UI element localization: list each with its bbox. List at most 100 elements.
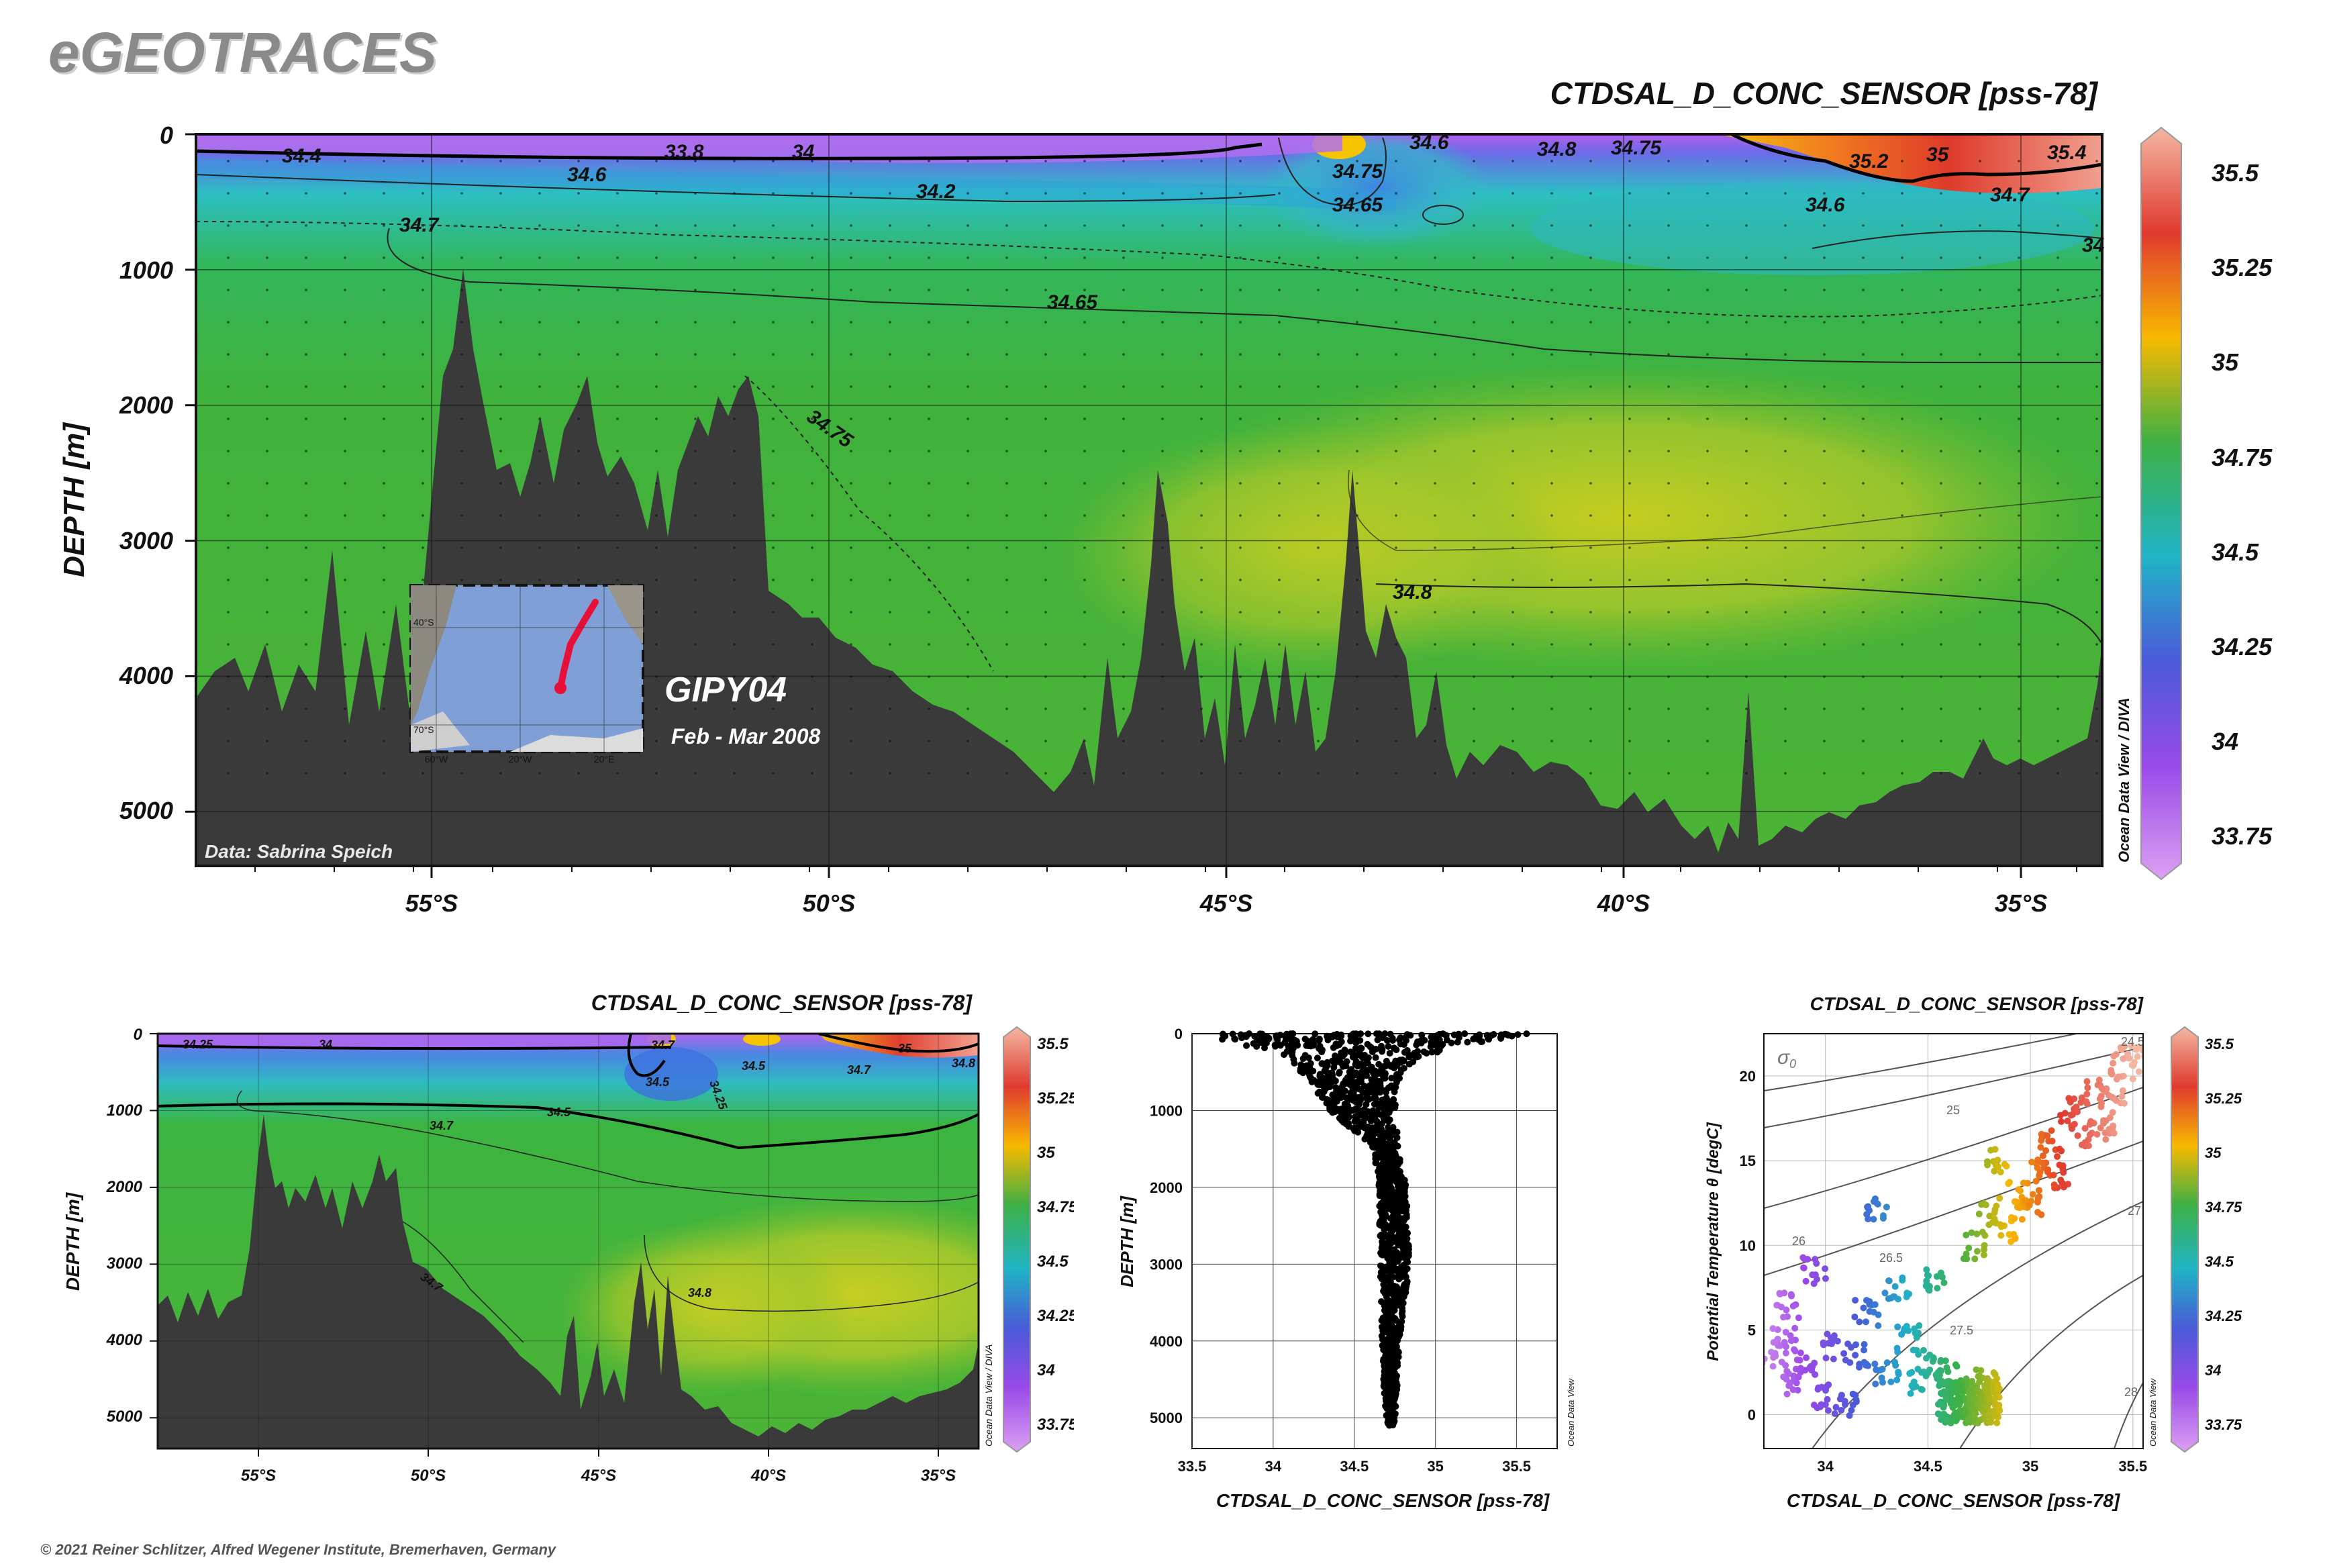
station-sample <box>1083 772 1086 775</box>
inset-lon-label: 20°W <box>509 754 532 765</box>
station-sample <box>1317 514 1320 517</box>
station-sample <box>889 321 891 324</box>
station-sample <box>1005 546 1008 549</box>
station-sample <box>577 224 580 227</box>
station-sample <box>1940 385 1942 388</box>
station-sample <box>2095 707 2098 710</box>
station-sample <box>1278 643 1281 646</box>
station-sample <box>1550 675 1553 678</box>
station-sample <box>1979 579 1981 581</box>
profile-point <box>1342 1109 1350 1116</box>
profile-point <box>1339 1063 1346 1070</box>
ts-point <box>1891 1359 1899 1366</box>
profile-point <box>1388 1412 1395 1420</box>
ts-ytick: 5 <box>1748 1322 1756 1338</box>
station-sample <box>889 707 891 710</box>
station-sample <box>850 353 852 356</box>
station-sample <box>1823 546 1826 549</box>
station-sample <box>383 160 385 162</box>
small-xtick: 50°S <box>411 1467 446 1485</box>
station-sample <box>422 450 424 452</box>
station-sample <box>1512 740 1514 742</box>
station-sample <box>1979 514 1981 517</box>
profile-point <box>1348 1066 1355 1073</box>
station-sample <box>655 160 658 162</box>
station-sample <box>227 643 230 646</box>
station-sample <box>1083 418 1086 420</box>
profile-point <box>1341 1100 1348 1108</box>
profile-point <box>1310 1040 1318 1047</box>
ts-point <box>2120 1055 2127 1063</box>
station-sample <box>422 514 424 517</box>
ts-point <box>1891 1283 1899 1290</box>
ts-point <box>1852 1341 1860 1349</box>
station-sample <box>499 514 502 517</box>
profile-point <box>1393 1134 1401 1141</box>
station-sample <box>1589 643 1592 646</box>
profile-point <box>1396 1296 1403 1304</box>
profile-point <box>1397 1326 1404 1333</box>
small-axis-ticks <box>150 1033 979 1457</box>
station-sample <box>1940 643 1942 646</box>
station-sample <box>655 256 658 259</box>
station-sample <box>928 321 930 324</box>
ts-point <box>1939 1381 1946 1388</box>
ts-point <box>2067 1098 2074 1106</box>
profile-odv-watermark: Ocean Data View <box>1566 1377 1576 1447</box>
ts-point <box>1990 1387 1997 1395</box>
station-sample <box>1628 707 1631 710</box>
station-sample <box>889 385 891 388</box>
ts-point <box>1952 1361 1959 1369</box>
station-sample <box>344 707 346 710</box>
station-sample <box>344 289 346 291</box>
station-sample <box>2095 321 2098 324</box>
station-sample <box>1356 321 1358 324</box>
station-sample <box>1823 772 1826 775</box>
station-sample <box>850 546 852 549</box>
station-sample <box>1356 224 1358 227</box>
station-sample <box>967 546 969 549</box>
station-sample <box>1161 707 1164 710</box>
station-sample <box>266 418 268 420</box>
profile-xtick: 35 <box>1427 1458 1443 1475</box>
profile-point <box>1364 1130 1371 1138</box>
station-sample <box>2018 611 2020 614</box>
station-sample <box>1628 611 1631 614</box>
station-sample <box>305 160 307 162</box>
ts-point <box>1860 1346 1867 1354</box>
station-sample <box>616 385 619 388</box>
profile-point <box>1251 1032 1258 1040</box>
profile-point <box>1303 1042 1310 1049</box>
ts-point <box>1879 1379 1886 1386</box>
station-sample <box>1317 418 1320 420</box>
station-sample <box>1589 224 1592 227</box>
station-sample <box>2018 546 2020 549</box>
station-sample <box>1161 514 1164 517</box>
main-ytick: 5000 <box>119 797 173 824</box>
station-sample <box>1979 289 1981 291</box>
ts-point <box>2126 1055 2133 1062</box>
station-sample <box>1200 256 1203 259</box>
small-ytick: 0 <box>134 1026 143 1044</box>
station-sample <box>1356 482 1358 485</box>
ts-point <box>1940 1279 1948 1286</box>
ts-odv-watermark: Ocean Data View <box>2148 1377 2158 1447</box>
profile-point <box>1371 1114 1379 1121</box>
station-sample <box>1589 675 1592 678</box>
profile-point <box>1383 1246 1390 1253</box>
station-sample <box>1745 321 1748 324</box>
station-sample <box>1901 611 1903 614</box>
station-sample <box>1239 418 1242 420</box>
station-sample <box>1784 675 1787 678</box>
station-sample <box>928 643 930 646</box>
station-sample <box>1784 256 1787 259</box>
station-sample <box>2057 675 2059 678</box>
ts-point <box>1960 1255 1967 1263</box>
station-sample <box>227 418 230 420</box>
profile-point <box>1293 1038 1300 1045</box>
profile-point <box>1386 1163 1393 1171</box>
profile-point <box>1352 1044 1359 1052</box>
station-sample <box>1473 707 1475 710</box>
station-sample <box>1862 160 1865 162</box>
station-sample <box>1278 385 1281 388</box>
